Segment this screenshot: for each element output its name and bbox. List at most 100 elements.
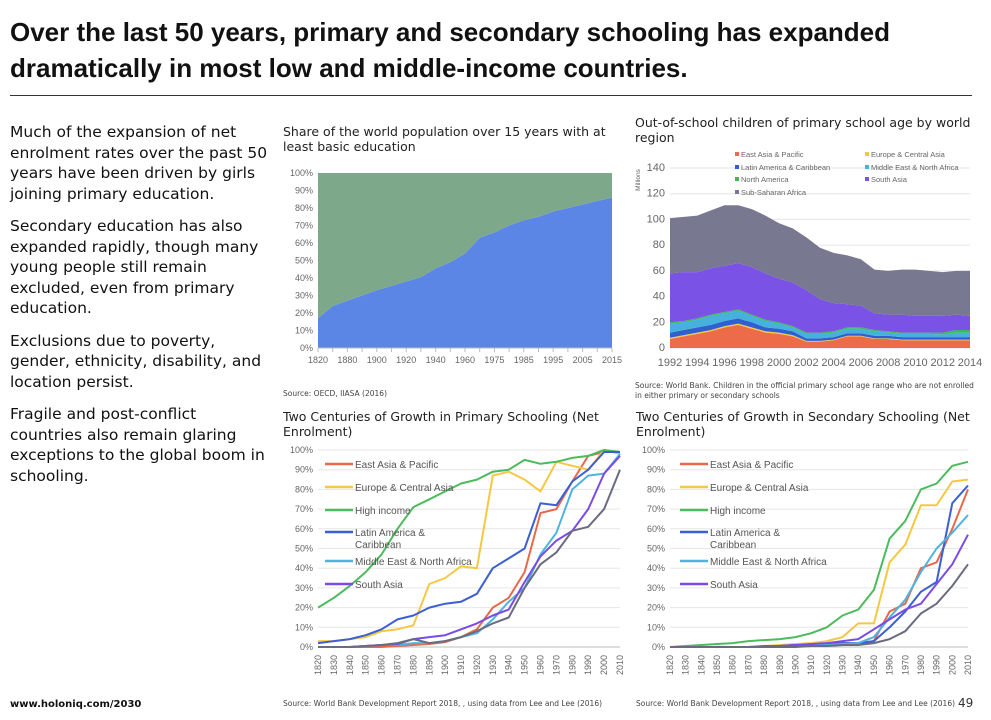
x-tick-label: 1910: [456, 655, 466, 675]
x-tick-label: 2000: [947, 655, 957, 675]
y-tick-label: 90%: [295, 465, 313, 475]
legend-label: Europe & Central Asia: [355, 483, 454, 494]
y-tick-label: 140: [647, 162, 665, 174]
area-series-1: [670, 323, 970, 342]
chart-3: 0% 10% 20% 30% 40% 50% 60% 70% 80% 90% 100% 1820 183…: [642, 445, 973, 675]
y-tick-label: 50%: [647, 544, 665, 554]
x-tick-label: 1890: [424, 655, 434, 675]
x-tick-label: 2012: [930, 357, 954, 369]
legend-label: High income: [710, 506, 766, 517]
chart-source-out-of-school: Source: World Bank. Children in the offi…: [635, 381, 974, 400]
y-tick-label: 70%: [295, 504, 313, 514]
legend-swatch: [735, 190, 739, 194]
y-tick-label: 90%: [647, 465, 665, 475]
x-tick-label: 2002: [794, 357, 818, 369]
x-tick-label: 1940: [426, 355, 446, 365]
line-series-3: [317, 451, 620, 645]
x-tick-label: 1970: [900, 655, 910, 675]
legend-swatch: [865, 177, 869, 181]
x-tick-label: 1890: [775, 655, 785, 675]
chart-title-basic-education: Share of the world population over 15 ye…: [283, 124, 606, 154]
x-tick-label: 1930: [488, 655, 498, 675]
legend-label: Europe & Central Asia: [710, 483, 809, 494]
y-tick-label: 80: [653, 239, 665, 251]
area-series-2: [670, 318, 970, 341]
y-tick-label: 10%: [295, 326, 313, 336]
x-tick-label: 1840: [696, 655, 706, 675]
legend-label: Latin America &: [355, 528, 425, 539]
legend-swatch: [865, 165, 869, 169]
area-series-3: [670, 310, 970, 339]
x-tick-label: 2010: [903, 357, 927, 369]
y-tick-label: 0%: [652, 642, 665, 652]
footer-url[interactable]: www.holoniq.com/2030: [10, 699, 142, 710]
x-tick-label: 1910: [806, 655, 816, 675]
y-tick-label: 10%: [295, 622, 313, 632]
x-tick-label: 1830: [681, 655, 691, 675]
x-tick-label: 1920: [472, 655, 482, 675]
legend-swatch: [735, 177, 739, 181]
x-tick-label: 1920: [396, 355, 416, 365]
x-tick-label: 1900: [790, 655, 800, 675]
area-series-1: [318, 173, 612, 319]
line-series-6: [670, 563, 969, 648]
key-points: Much of the expansion of net enrolment r…: [10, 122, 272, 498]
x-tick-label: 1975: [484, 355, 504, 365]
x-tick-label: 1860: [728, 655, 738, 675]
x-tick-label: 1990: [583, 655, 593, 675]
x-tick-label: 1820: [665, 655, 675, 675]
x-tick-label: 1900: [440, 655, 450, 675]
legend-swatch: [735, 152, 739, 156]
chart-title-primary: Two Centuries of Growth in Primary Schoo…: [283, 409, 599, 439]
x-tick-label: 1920: [822, 655, 832, 675]
x-tick-label: 2000: [599, 655, 609, 675]
x-tick-label: 1940: [504, 655, 514, 675]
y-tick-label: 20%: [295, 308, 313, 318]
chart-1: 0 20 40 60 80 100 120 140 Millions 1992 1994 1996 19…: [635, 150, 982, 369]
x-tick-label: 1850: [712, 655, 722, 675]
y-tick-label: 100%: [642, 445, 665, 455]
key-point: Exclusions due to poverty, gender, ethni…: [10, 331, 262, 391]
x-tick-label: 2000: [767, 357, 791, 369]
x-tick-label: 2008: [876, 357, 900, 369]
x-tick-label: 2006: [849, 357, 873, 369]
legend-label: South Asia: [355, 580, 403, 591]
y-tick-label: 100%: [290, 168, 313, 178]
y-tick-label: 50%: [295, 256, 313, 266]
legend-label: Middle East & North Africa: [871, 163, 959, 172]
legend-label: Caribbean: [355, 540, 401, 551]
legend-label: Middle East & North Africa: [355, 557, 472, 568]
legend-label: Latin America &: [710, 528, 780, 539]
line-series-2: [317, 449, 621, 609]
y-tick-label: 80%: [647, 484, 665, 494]
chart-source-primary: Source: World Bank Development Report 20…: [283, 699, 603, 708]
key-point: Fragile and post-conflict countries also…: [10, 405, 265, 485]
y-tick-label: 20%: [647, 603, 665, 613]
y-tick-label: 70%: [647, 504, 665, 514]
y-tick-label: 0%: [300, 642, 313, 652]
x-tick-label: 2010: [615, 655, 625, 675]
y-tick-label: 0: [659, 342, 665, 354]
legend-label: North America: [741, 175, 789, 184]
y-tick-label: 10%: [647, 622, 665, 632]
line-series-1: [318, 449, 621, 643]
legend-label: East Asia & Pacific: [355, 460, 438, 471]
chart-title-secondary: Two Centuries of Growth in Secondary Sch…: [636, 409, 970, 439]
x-tick-label: 1880: [408, 655, 418, 675]
x-tick-label: 1998: [740, 357, 764, 369]
x-tick-label: 1960: [885, 655, 895, 675]
y-tick-label: 40%: [295, 563, 313, 573]
area-series-5: [670, 263, 970, 333]
x-tick-label: 1880: [337, 355, 357, 365]
x-tick-label: 1830: [329, 655, 339, 675]
x-tick-label: 1950: [869, 655, 879, 675]
x-tick-label: 1970: [551, 655, 561, 675]
area-series-0: [670, 324, 970, 348]
chart-source-basic-education: Source: OECD, IIASA (2016): [283, 389, 388, 398]
x-tick-label: 1980: [567, 655, 577, 675]
y-tick-label: 90%: [295, 186, 313, 196]
legend-label: East Asia & Pacific: [710, 460, 793, 471]
key-point: Secondary education has also expanded ra…: [10, 217, 259, 317]
legend-label: Caribbean: [710, 540, 756, 551]
page-title: Over the last 50 years, primary and seco…: [10, 17, 891, 83]
